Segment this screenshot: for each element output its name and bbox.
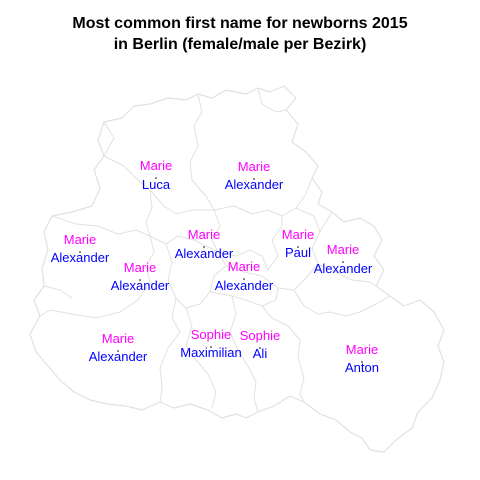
- district-2-female-name: Marie: [238, 159, 271, 174]
- district-7-female-name: Marie: [124, 260, 157, 275]
- district-3-female-name: Marie: [64, 232, 97, 247]
- district-2-male-name: Alexander: [225, 177, 284, 192]
- district-11-male-name: Ali: [253, 346, 268, 361]
- district-5-female-name: Marie: [282, 227, 315, 242]
- district-8-female-name: Marie: [228, 259, 261, 274]
- district-11-female-name: Sophie: [240, 328, 280, 343]
- district-9-female-name: Marie: [102, 331, 135, 346]
- district-6-male-name: Alexander: [314, 261, 373, 276]
- district-7-male-name: Alexander: [111, 278, 170, 293]
- district-12-female-name: Marie: [346, 342, 379, 357]
- district-1-female-name: Marie: [140, 158, 173, 173]
- district-5-male-name: Paul: [285, 245, 311, 260]
- district-1-male-name: Luca: [142, 177, 171, 192]
- district-12-male-name: Anton: [345, 360, 379, 375]
- map-title-line-1: Most common first name for newborns 2015: [72, 15, 407, 32]
- district-4-female-name: Marie: [188, 227, 221, 242]
- district-3-male-name: Alexander: [51, 250, 110, 265]
- district-10-male-name: Maximilian: [180, 345, 241, 360]
- district-10-female-name: Sophie: [191, 327, 231, 342]
- map-title-line-2: in Berlin (female/male per Bezirk): [114, 36, 367, 53]
- district-9-male-name: Alexander: [89, 349, 148, 364]
- district-8-male-name: Alexander: [215, 278, 274, 293]
- district-6-female-name: Marie: [327, 242, 360, 257]
- district-4-male-name: Alexander: [175, 246, 234, 261]
